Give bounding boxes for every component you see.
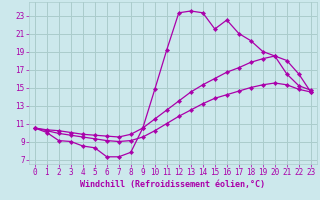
X-axis label: Windchill (Refroidissement éolien,°C): Windchill (Refroidissement éolien,°C) <box>80 180 265 189</box>
